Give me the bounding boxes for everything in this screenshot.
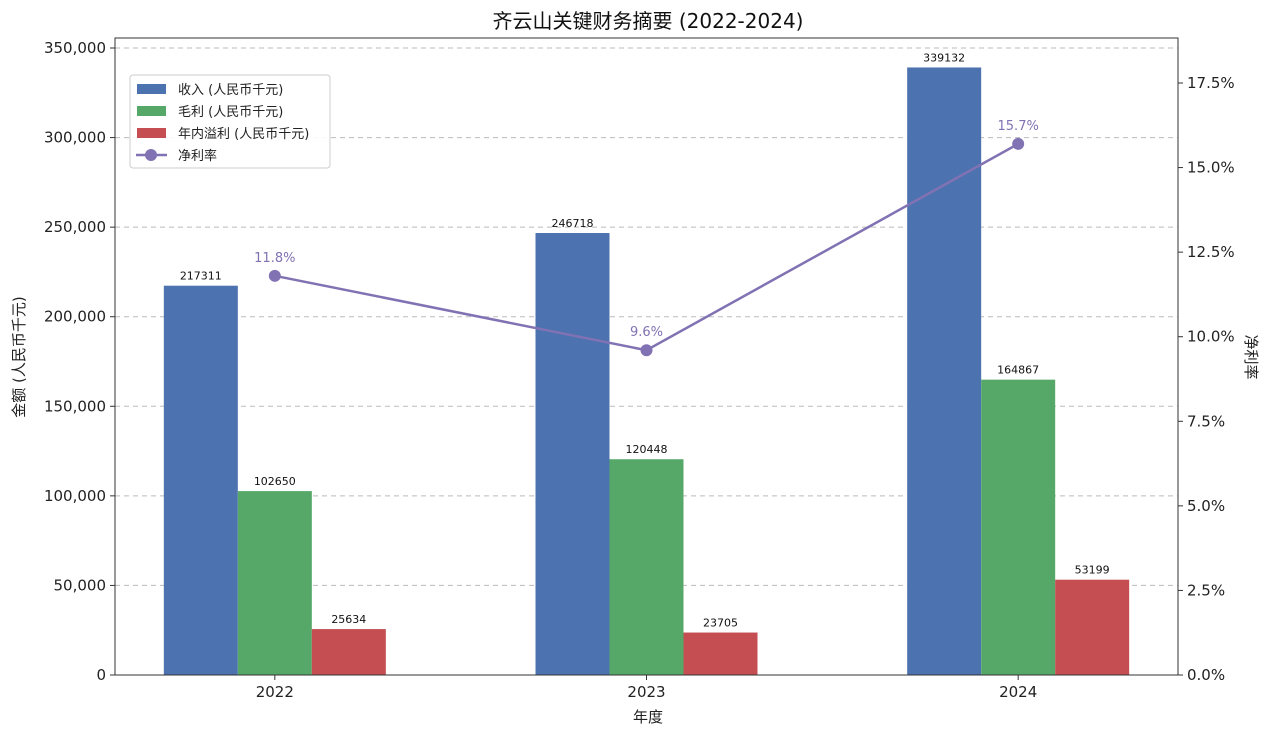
bar-data-label: 246718 xyxy=(552,217,594,230)
bar xyxy=(535,233,610,675)
y-axis-label: 金额 (人民币千元) xyxy=(10,296,28,417)
y2-tick-label: 5.0% xyxy=(1187,497,1225,515)
y2-tick-label: 10.0% xyxy=(1187,328,1235,346)
bar-data-label: 25634 xyxy=(331,613,366,626)
y2-tick-label: 0.0% xyxy=(1187,666,1225,684)
y2-tick-label: 15.0% xyxy=(1187,159,1235,177)
bar-data-label: 53199 xyxy=(1075,564,1110,577)
y-tick-label: 200,000 xyxy=(44,308,106,326)
legend-box xyxy=(129,74,331,169)
legend-label: 毛利 (人民币千元) xyxy=(178,105,283,120)
legend-label: 年内溢利 (人民币千元) xyxy=(178,126,309,142)
y-tick-label: 250,000 xyxy=(44,218,106,236)
y2-tick-label: 17.5% xyxy=(1187,74,1235,92)
legend-marker xyxy=(145,149,157,161)
bar xyxy=(163,285,238,675)
line-point xyxy=(640,344,653,357)
line-data-label: 15.7% xyxy=(998,119,1039,134)
line-point xyxy=(268,269,281,282)
bar xyxy=(981,379,1056,675)
legend-swatch xyxy=(137,84,166,94)
bar xyxy=(609,459,684,675)
y2-tick-label: 12.5% xyxy=(1187,243,1235,261)
y2-axis-label: 净利率 xyxy=(1242,334,1260,379)
x-tick-label: 2022 xyxy=(256,683,294,701)
line-point xyxy=(1012,137,1025,150)
bar-data-label: 217311 xyxy=(180,270,222,283)
y-tick-label: 50,000 xyxy=(54,576,107,594)
bar-data-label: 102650 xyxy=(254,475,296,488)
y-tick-label: 350,000 xyxy=(44,39,106,57)
line-data-label: 11.8% xyxy=(254,251,295,266)
bar-data-label: 339132 xyxy=(923,51,965,64)
y2-tick-label: 7.5% xyxy=(1187,412,1225,430)
bar-data-label: 120448 xyxy=(626,443,668,456)
legend-swatch xyxy=(137,106,166,116)
x-tick-label: 2024 xyxy=(999,683,1037,701)
bar-data-label: 164867 xyxy=(997,364,1039,377)
line-series xyxy=(274,142,1019,352)
y-tick-label: 150,000 xyxy=(44,397,106,415)
bar xyxy=(683,632,758,675)
legend-swatch xyxy=(137,128,166,138)
bar xyxy=(1055,579,1130,675)
line-data-label: 9.6% xyxy=(630,325,663,340)
x-axis-label: 年度 xyxy=(633,708,663,726)
legend: 收入 (人民币千元) 毛利 (人民币千元) 年内溢利 (人民币千元) 净利率 xyxy=(129,74,331,169)
x-tick-label: 2023 xyxy=(627,683,665,701)
legend-label: 净利率 xyxy=(178,148,217,164)
bar xyxy=(311,629,386,675)
bar xyxy=(907,67,982,676)
y-tick-label: 300,000 xyxy=(44,129,106,147)
y2-tick-label: 2.5% xyxy=(1187,581,1225,599)
bar xyxy=(237,491,312,675)
legend-label: 收入 (人民币千元) xyxy=(178,83,283,98)
y-tick-label: 0 xyxy=(96,666,106,684)
chart-title: 齐云山关键财务摘要 (2022-2024) xyxy=(493,9,804,33)
bar-data-label: 23705 xyxy=(703,617,738,630)
y-tick-label: 100,000 xyxy=(44,487,106,505)
